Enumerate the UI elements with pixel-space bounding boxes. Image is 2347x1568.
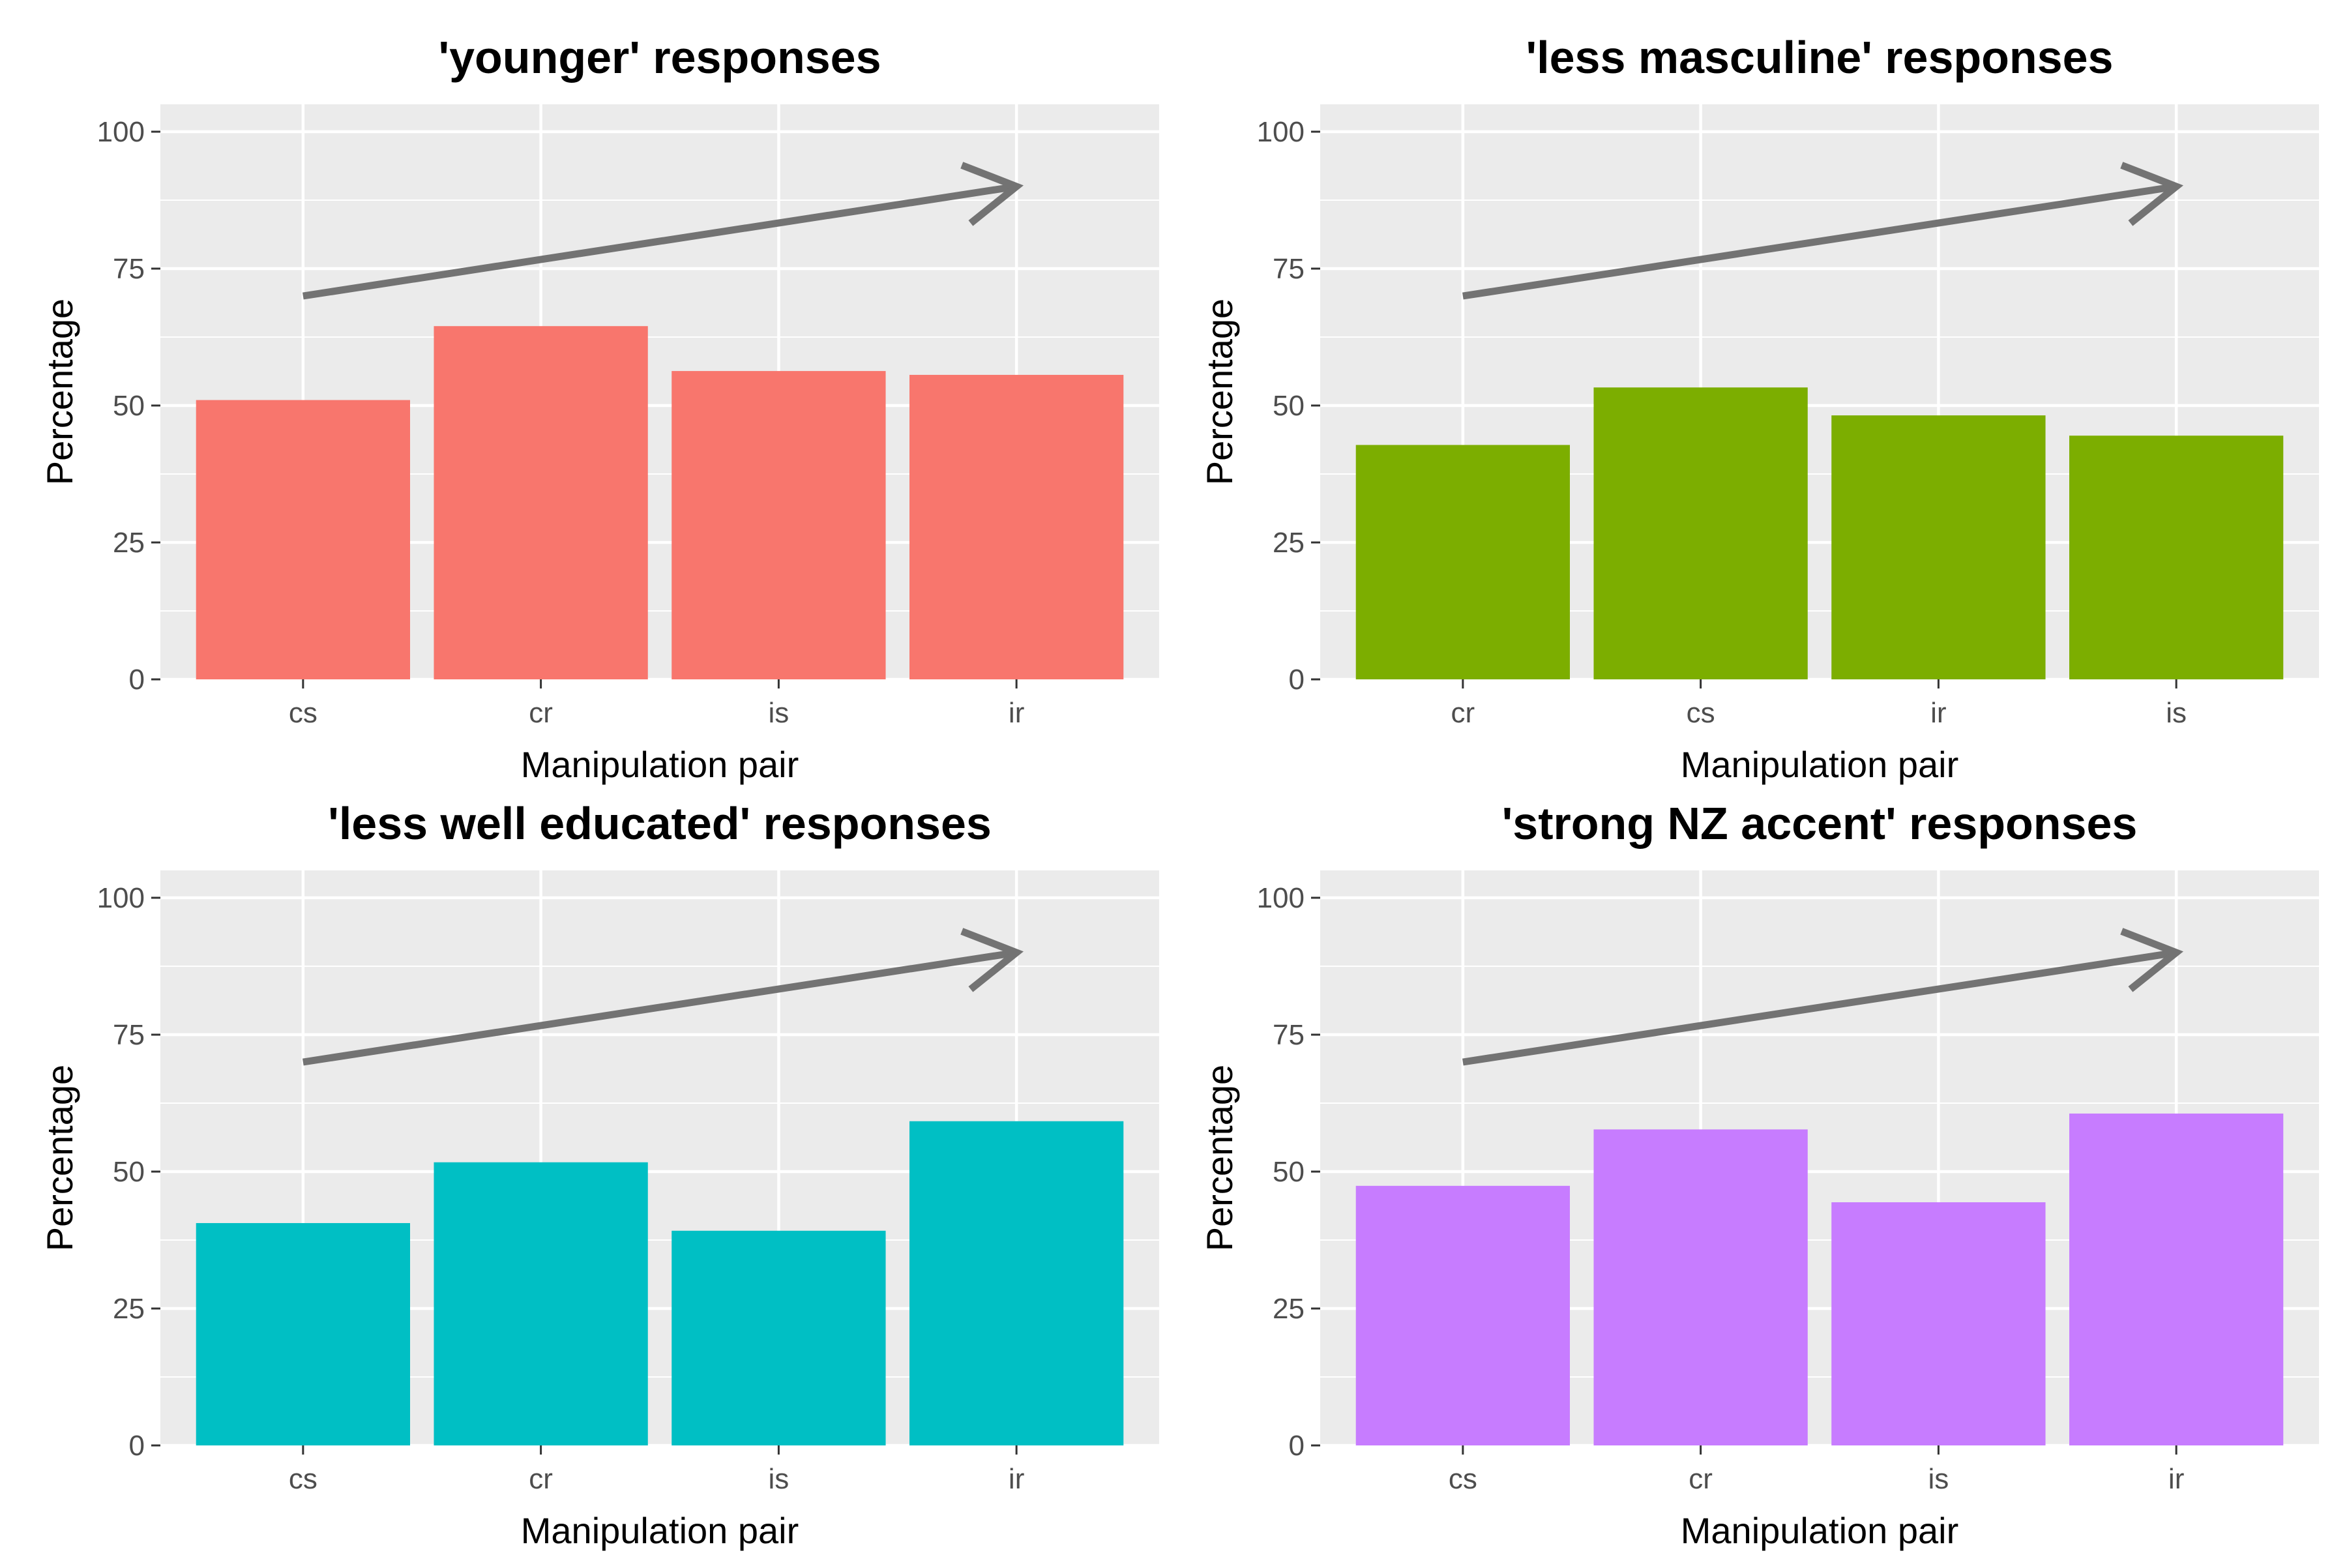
x-tick-label: ir: [1930, 697, 1946, 729]
bar-cs: [196, 400, 410, 679]
panel-1: 0 25 50 75 100 cs cr is ir 'younger' responses Man…: [39, 32, 1159, 785]
y-tick-label: 0: [129, 1430, 145, 1462]
trend-arrow-head: [2120, 928, 2184, 992]
x-tick-label: cs: [1687, 697, 1715, 729]
x-tick-label: cs: [1449, 1463, 1477, 1495]
y-axis-title: Percentage: [39, 1065, 80, 1251]
x-tick-label: cr: [1689, 1463, 1713, 1495]
y-tick-label: 50: [113, 390, 145, 422]
y-tick-label: 100: [1257, 116, 1305, 148]
x-tick-label: is: [1928, 1463, 1949, 1495]
bar-cs: [1593, 387, 1808, 679]
y-tick-label: 50: [1273, 390, 1305, 422]
chart-title: 'younger' responses: [438, 32, 881, 83]
x-tick-label: cr: [529, 697, 553, 729]
y-tick-label: 100: [97, 116, 145, 148]
y-tick-label: 100: [97, 882, 145, 914]
y-tick-label: 75: [113, 1019, 145, 1051]
x-tick-label: is: [768, 1463, 789, 1495]
trend-arrow-line: [1462, 949, 2177, 1066]
x-axis-title: Manipulation pair: [521, 1510, 799, 1551]
x-tick-label: is: [2166, 697, 2187, 729]
bar-ir: [1831, 415, 2046, 679]
trend-arrow-line: [303, 949, 1017, 1066]
panel-4: 0 25 50 75 100 cs cr is ir 'strong NZ accent' res…: [1199, 798, 2319, 1551]
bar-ir: [909, 374, 1124, 679]
panel-2: 0 25 50 75 100 cr cs ir is 'less masculine' respo…: [1199, 32, 2319, 785]
y-tick-label: 50: [1273, 1156, 1305, 1188]
y-tick-label: 75: [1273, 253, 1305, 285]
x-axis-title: Manipulation pair: [521, 744, 799, 785]
x-tick-label: cr: [529, 1463, 553, 1495]
bar-cs: [196, 1222, 410, 1445]
y-tick-label: 75: [113, 253, 145, 285]
x-tick-label: ir: [1009, 697, 1024, 729]
x-tick-label: is: [768, 697, 789, 729]
chart-title: 'less well educated' responses: [328, 798, 992, 849]
trend-arrow-line: [1462, 183, 2177, 300]
y-tick-label: 25: [113, 527, 145, 559]
y-axis-title: Percentage: [1199, 299, 1240, 485]
x-tick-label: cs: [289, 697, 317, 729]
bar-ir: [2069, 1113, 2284, 1445]
y-tick-label: 0: [1289, 664, 1305, 696]
bar-ir: [909, 1121, 1124, 1445]
trend-arrow-head: [2120, 162, 2184, 226]
trend-arrow-head: [960, 928, 1024, 992]
y-tick-label: 75: [1273, 1019, 1305, 1051]
x-tick-label: cr: [1451, 697, 1475, 729]
bar-cr: [1593, 1129, 1808, 1445]
bar-cr: [1355, 445, 1570, 679]
y-axis-title: Percentage: [39, 299, 80, 485]
y-tick-label: 100: [1257, 882, 1305, 914]
y-tick-label: 25: [113, 1293, 145, 1325]
chart-title: 'less masculine' responses: [1526, 32, 2114, 83]
y-tick-label: 0: [129, 664, 145, 696]
bar-cr: [434, 1162, 648, 1445]
y-tick-label: 25: [1273, 1293, 1305, 1325]
x-axis-title: Manipulation pair: [1681, 744, 1958, 785]
x-tick-label: cs: [289, 1463, 317, 1495]
trend-arrow-line: [303, 183, 1017, 300]
x-tick-label: ir: [2168, 1463, 2184, 1495]
y-tick-label: 50: [113, 1156, 145, 1188]
bar-is: [2069, 436, 2284, 679]
y-axis-title: Percentage: [1199, 1065, 1240, 1251]
bar-cs: [1355, 1185, 1570, 1445]
trend-arrow-head: [960, 162, 1024, 226]
y-tick-label: 0: [1289, 1430, 1305, 1462]
y-tick-label: 25: [1273, 527, 1305, 559]
chart-title: 'strong NZ accent' responses: [1502, 798, 2138, 849]
bar-is: [672, 1230, 886, 1445]
bar-is: [672, 371, 886, 679]
bar-cr: [434, 326, 648, 679]
x-tick-label: ir: [1009, 1463, 1024, 1495]
panel-3: 0 25 50 75 100 cs cr is ir 'less well educated' r…: [39, 798, 1159, 1551]
x-axis-title: Manipulation pair: [1681, 1510, 1958, 1551]
bar-is: [1831, 1202, 2046, 1445]
